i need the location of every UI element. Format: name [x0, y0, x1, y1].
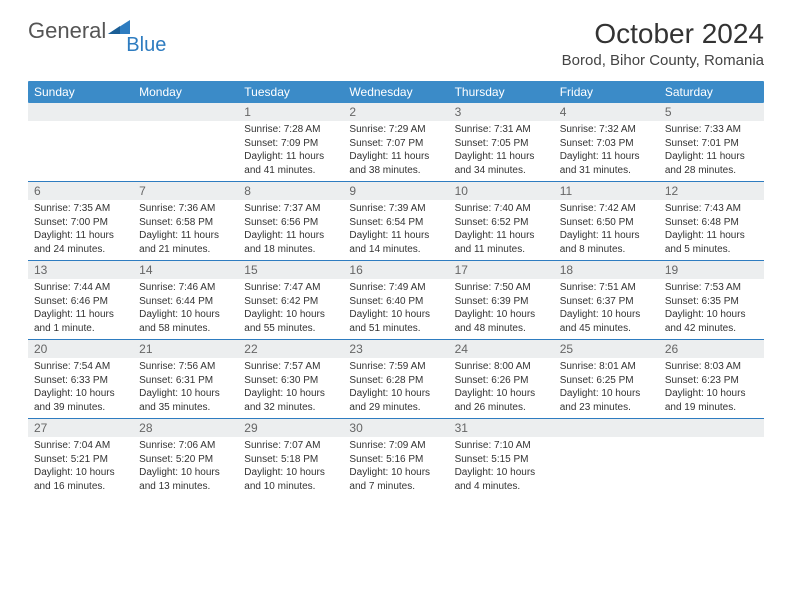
day-number: 15	[238, 261, 343, 279]
calendar-week: 20212223242526 Sunrise: 7:54 AMSunset: 6:…	[28, 340, 764, 419]
day-cell: Sunrise: 7:32 AMSunset: 7:03 PMDaylight:…	[554, 121, 659, 181]
header: General Blue October 2024 Borod, Bihor C…	[0, 0, 792, 73]
calendar-weeks: 12345Sunrise: 7:28 AMSunset: 7:09 PMDayl…	[28, 103, 764, 497]
day-number: 7	[133, 182, 238, 200]
day-cell: Sunrise: 8:00 AMSunset: 6:26 PMDaylight:…	[449, 358, 554, 418]
day-number: 1	[238, 103, 343, 121]
day-number: 30	[343, 419, 448, 437]
day-cell: Sunrise: 7:40 AMSunset: 6:52 PMDaylight:…	[449, 200, 554, 260]
day-header: Thursday	[449, 81, 554, 103]
day-cell: Sunrise: 7:44 AMSunset: 6:46 PMDaylight:…	[28, 279, 133, 339]
day-cell	[659, 437, 764, 497]
day-cell: Sunrise: 7:39 AMSunset: 6:54 PMDaylight:…	[343, 200, 448, 260]
day-header: Wednesday	[343, 81, 448, 103]
calendar: SundayMondayTuesdayWednesdayThursdayFrid…	[28, 81, 764, 497]
day-number: 20	[28, 340, 133, 358]
day-cell: Sunrise: 7:46 AMSunset: 6:44 PMDaylight:…	[133, 279, 238, 339]
day-number: 22	[238, 340, 343, 358]
day-cell: Sunrise: 8:03 AMSunset: 6:23 PMDaylight:…	[659, 358, 764, 418]
day-cell: Sunrise: 7:56 AMSunset: 6:31 PMDaylight:…	[133, 358, 238, 418]
day-cell: Sunrise: 7:33 AMSunset: 7:01 PMDaylight:…	[659, 121, 764, 181]
day-header: Tuesday	[238, 81, 343, 103]
day-cell: Sunrise: 7:07 AMSunset: 5:18 PMDaylight:…	[238, 437, 343, 497]
day-number: 19	[659, 261, 764, 279]
day-cell: Sunrise: 7:53 AMSunset: 6:35 PMDaylight:…	[659, 279, 764, 339]
day-number: 26	[659, 340, 764, 358]
day-cell: Sunrise: 7:10 AMSunset: 5:15 PMDaylight:…	[449, 437, 554, 497]
day-cell: Sunrise: 7:43 AMSunset: 6:48 PMDaylight:…	[659, 200, 764, 260]
day-cell: Sunrise: 7:09 AMSunset: 5:16 PMDaylight:…	[343, 437, 448, 497]
day-number: 24	[449, 340, 554, 358]
day-cell	[133, 121, 238, 181]
day-header: Friday	[554, 81, 659, 103]
day-number: 28	[133, 419, 238, 437]
day-number: 9	[343, 182, 448, 200]
day-header: Saturday	[659, 81, 764, 103]
day-cell: Sunrise: 7:47 AMSunset: 6:42 PMDaylight:…	[238, 279, 343, 339]
day-cell: Sunrise: 7:37 AMSunset: 6:56 PMDaylight:…	[238, 200, 343, 260]
day-number: 8	[238, 182, 343, 200]
day-header: Monday	[133, 81, 238, 103]
day-number: 6	[28, 182, 133, 200]
calendar-week: 2728293031 Sunrise: 7:04 AMSunset: 5:21 P…	[28, 419, 764, 497]
day-cell: Sunrise: 7:31 AMSunset: 7:05 PMDaylight:…	[449, 121, 554, 181]
day-number: 18	[554, 261, 659, 279]
day-number: 14	[133, 261, 238, 279]
day-cell: Sunrise: 7:49 AMSunset: 6:40 PMDaylight:…	[343, 279, 448, 339]
day-number: 12	[659, 182, 764, 200]
calendar-week: 6789101112 Sunrise: 7:35 AMSunset: 7:00 P…	[28, 182, 764, 261]
day-cell: Sunrise: 7:59 AMSunset: 6:28 PMDaylight:…	[343, 358, 448, 418]
day-number: 4	[554, 103, 659, 121]
calendar-week: 13141516171819 Sunrise: 7:44 AMSunset: 6:…	[28, 261, 764, 340]
day-cell: Sunrise: 8:01 AMSunset: 6:25 PMDaylight:…	[554, 358, 659, 418]
day-cell: Sunrise: 7:36 AMSunset: 6:58 PMDaylight:…	[133, 200, 238, 260]
day-cell: Sunrise: 7:35 AMSunset: 7:00 PMDaylight:…	[28, 200, 133, 260]
day-header: Sunday	[28, 81, 133, 103]
day-number: 31	[449, 419, 554, 437]
brand-part1: General	[28, 18, 106, 44]
day-cell: Sunrise: 7:57 AMSunset: 6:30 PMDaylight:…	[238, 358, 343, 418]
day-number: 16	[343, 261, 448, 279]
day-number: 21	[133, 340, 238, 358]
day-number: 11	[554, 182, 659, 200]
calendar-week: 12345 Sunrise: 7:28 AMSunset: 7:09 PMDayl…	[28, 103, 764, 182]
day-number: 13	[28, 261, 133, 279]
day-number: 5	[659, 103, 764, 121]
day-number: 27	[28, 419, 133, 437]
day-cell: Sunrise: 7:54 AMSunset: 6:33 PMDaylight:…	[28, 358, 133, 418]
day-number: 29	[238, 419, 343, 437]
day-cell: Sunrise: 7:42 AMSunset: 6:50 PMDaylight:…	[554, 200, 659, 260]
day-number: 2	[343, 103, 448, 121]
brand-logo: General Blue	[28, 18, 174, 44]
day-number: 10	[449, 182, 554, 200]
day-cell: Sunrise: 7:28 AMSunset: 7:09 PMDaylight:…	[238, 121, 343, 181]
day-number: 17	[449, 261, 554, 279]
day-number: 3	[449, 103, 554, 121]
day-number: 25	[554, 340, 659, 358]
title-block: October 2024 Borod, Bihor County, Romani…	[562, 18, 764, 69]
day-cell: Sunrise: 7:29 AMSunset: 7:07 PMDaylight:…	[343, 121, 448, 181]
day-number: 23	[343, 340, 448, 358]
day-cell	[28, 121, 133, 181]
day-headers: SundayMondayTuesdayWednesdayThursdayFrid…	[28, 81, 764, 103]
brand-part2: Blue	[126, 34, 166, 57]
day-cell: Sunrise: 7:50 AMSunset: 6:39 PMDaylight:…	[449, 279, 554, 339]
location: Borod, Bihor County, Romania	[562, 52, 764, 69]
day-cell: Sunrise: 7:51 AMSunset: 6:37 PMDaylight:…	[554, 279, 659, 339]
month-title: October 2024	[562, 18, 764, 50]
day-cell: Sunrise: 7:04 AMSunset: 5:21 PMDaylight:…	[28, 437, 133, 497]
day-cell	[554, 437, 659, 497]
day-cell: Sunrise: 7:06 AMSunset: 5:20 PMDaylight:…	[133, 437, 238, 497]
